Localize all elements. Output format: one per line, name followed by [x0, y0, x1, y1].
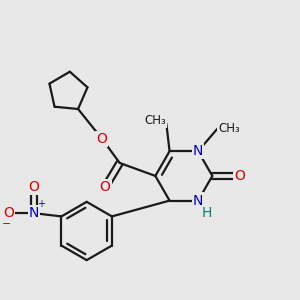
Text: N: N	[193, 194, 203, 208]
Text: CH₃: CH₃	[144, 114, 166, 127]
Text: N: N	[29, 206, 39, 220]
Text: O: O	[100, 180, 111, 194]
Text: O: O	[28, 180, 39, 194]
Text: −: −	[2, 218, 12, 229]
Text: CH₃: CH₃	[218, 122, 240, 135]
Text: O: O	[3, 206, 14, 220]
Text: +: +	[37, 199, 45, 209]
Text: H: H	[202, 206, 212, 220]
Text: O: O	[234, 169, 245, 183]
Text: N: N	[193, 144, 203, 158]
Text: O: O	[96, 132, 107, 146]
